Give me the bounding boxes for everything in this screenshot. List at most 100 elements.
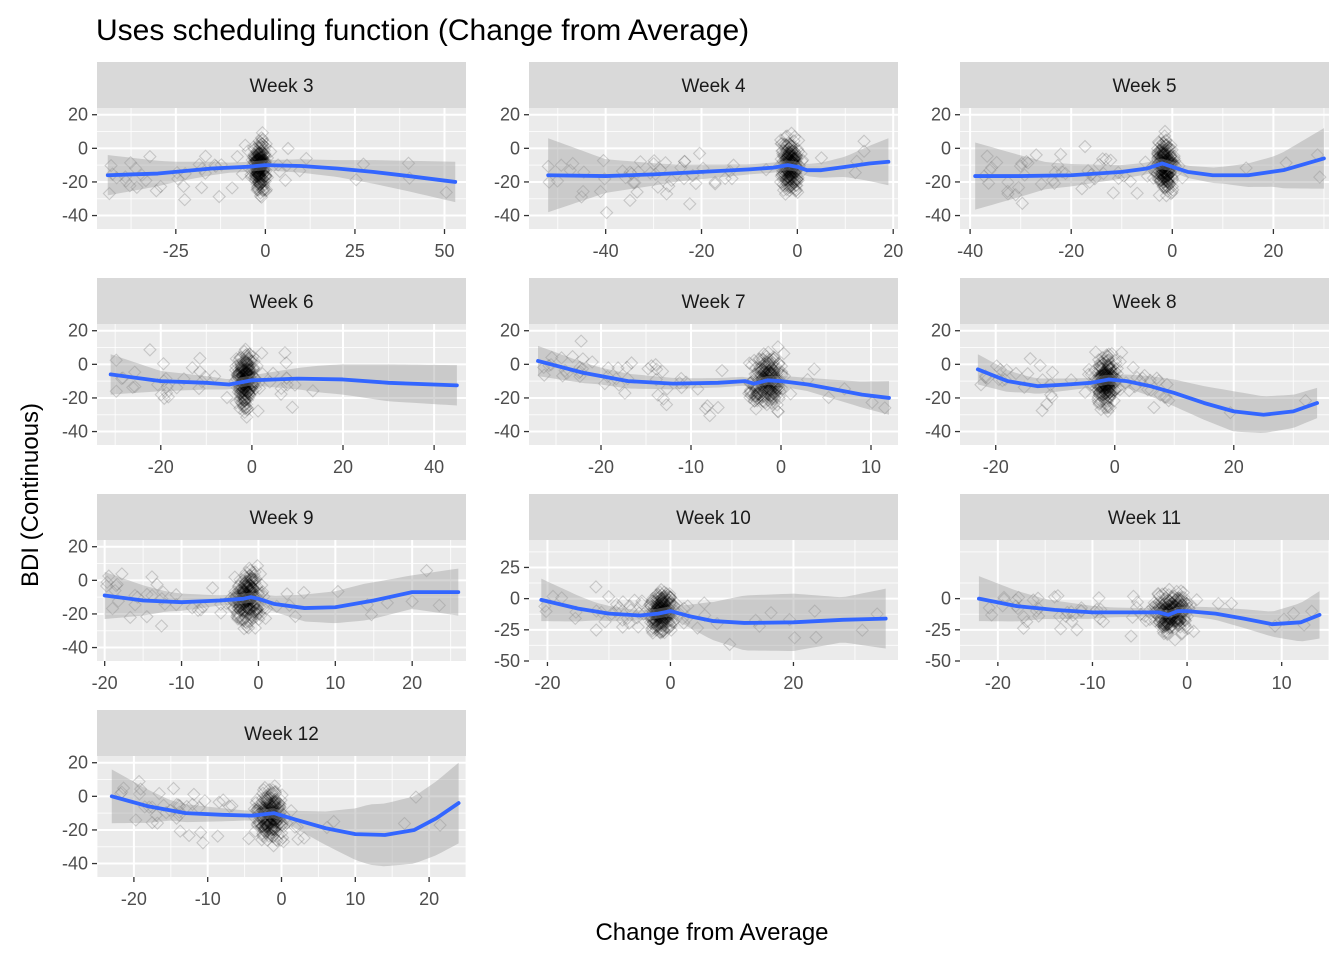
data-point [771, 362, 785, 376]
data-point [651, 388, 665, 402]
data-point [109, 384, 124, 399]
data-point [242, 362, 256, 377]
data-point [238, 578, 252, 593]
data-point [542, 175, 556, 189]
data-point [774, 136, 788, 151]
data-point [682, 197, 697, 211]
data-point [256, 585, 270, 599]
data-point [742, 356, 757, 370]
data-point [243, 347, 257, 361]
data-point [254, 346, 269, 360]
data-point [239, 372, 254, 387]
data-point [751, 365, 765, 380]
data-point [292, 164, 307, 178]
data-point [258, 147, 272, 161]
data-point [788, 158, 803, 173]
data-point [196, 600, 210, 614]
data-point [130, 590, 145, 604]
data-point [240, 380, 254, 394]
data-point [1110, 361, 1125, 376]
data-point [235, 582, 250, 596]
data-point [243, 605, 257, 620]
data-point [785, 156, 800, 170]
data-point [769, 371, 783, 385]
data-point [238, 393, 252, 408]
data-point [782, 165, 797, 179]
data-point [1157, 390, 1172, 404]
data-point [240, 362, 255, 377]
data-point [1101, 372, 1116, 387]
data-point [250, 147, 264, 162]
data-point [237, 381, 252, 396]
data-point [771, 404, 785, 419]
data-point [630, 185, 644, 199]
data-point [778, 129, 793, 144]
data-point [1000, 184, 1015, 199]
data-point [251, 164, 265, 179]
data-point [623, 165, 637, 179]
facet-strip [97, 62, 466, 108]
data-point [235, 590, 250, 604]
data-point [234, 575, 248, 589]
data-point [778, 187, 793, 201]
data-point [1051, 158, 1065, 173]
data-point [254, 172, 268, 187]
data-point [753, 352, 767, 367]
data-point [246, 149, 260, 164]
smooth-line [105, 163, 458, 184]
data-point [784, 164, 799, 179]
data-point [756, 362, 770, 376]
data-point [780, 129, 794, 143]
y-tick-label: -40 [62, 854, 88, 874]
data-point [989, 155, 1004, 170]
data-point [780, 148, 795, 163]
data-point [746, 386, 761, 401]
data-point [239, 364, 254, 379]
data-point [251, 158, 266, 173]
data-point [251, 148, 266, 163]
data-point [259, 184, 273, 198]
data-point [250, 180, 265, 195]
data-point [249, 603, 264, 617]
data-point [251, 167, 266, 182]
data-point [750, 387, 765, 401]
data-point [1156, 179, 1170, 194]
data-point [242, 359, 257, 373]
data-point [781, 148, 796, 163]
data-point [1098, 386, 1112, 400]
data-point [1157, 174, 1172, 189]
data-point [1093, 380, 1108, 394]
data-point [240, 357, 255, 372]
data-point [258, 611, 273, 626]
data-point [248, 572, 262, 586]
x-tick-label: 20 [1224, 457, 1244, 477]
data-point [768, 386, 783, 401]
y-tick-label: 20 [68, 537, 88, 557]
data-point [788, 165, 802, 179]
data-point [755, 383, 770, 398]
data-point [1094, 394, 1108, 409]
data-point [1156, 155, 1170, 170]
data-point [254, 154, 269, 169]
data-point [1102, 385, 1117, 399]
data-point [763, 365, 777, 380]
data-point [248, 168, 263, 183]
data-point [253, 150, 267, 164]
data-point [1172, 159, 1186, 173]
facet-strip-label: Week 4 [681, 76, 746, 97]
data-point [243, 597, 258, 612]
data-point [783, 140, 798, 154]
data-point [1160, 170, 1174, 185]
data-point [1093, 355, 1108, 370]
data-point [1106, 370, 1121, 384]
data-point [766, 356, 781, 370]
data-point [1096, 357, 1110, 371]
data-point [1099, 379, 1113, 394]
data-point [1095, 384, 1110, 398]
y-tick-label: 0 [510, 138, 520, 158]
x-tick-label: -20 [534, 673, 560, 693]
data-point [1100, 399, 1114, 413]
data-point [238, 342, 253, 357]
data-point [1157, 165, 1172, 180]
